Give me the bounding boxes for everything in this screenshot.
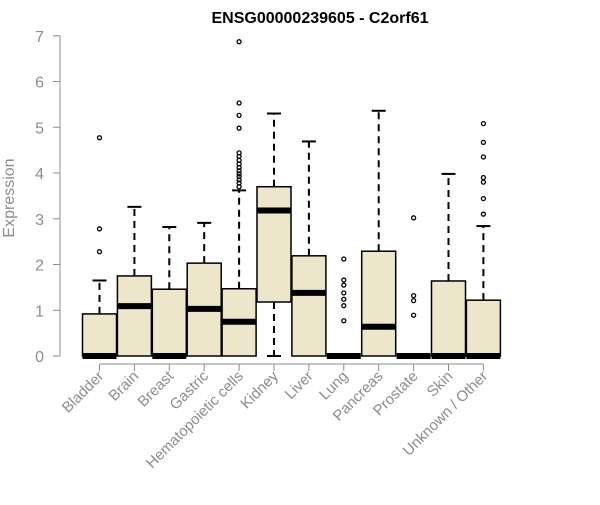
outlier-point — [236, 180, 242, 186]
outlier-point — [480, 174, 487, 181]
outlier-point — [480, 195, 487, 202]
outlier-point — [341, 290, 347, 296]
outlier-point — [236, 168, 242, 174]
outlier-point — [341, 282, 347, 288]
box-group — [256, 112, 292, 357]
box-iqr — [81, 313, 118, 357]
box-iqr — [465, 299, 502, 357]
x-tick-label: Kidney — [237, 367, 282, 412]
outlier-point — [480, 120, 487, 127]
box-group — [186, 221, 222, 357]
y-tick-label: 4 — [35, 166, 44, 183]
box-group — [360, 109, 397, 357]
box-iqr — [360, 250, 397, 357]
outlier-point — [410, 297, 417, 304]
outlier-point — [96, 226, 103, 232]
box-iqr — [151, 288, 188, 357]
box-group — [465, 120, 502, 359]
outlier-point — [236, 150, 242, 156]
outlier-point — [236, 100, 242, 106]
y-tick-label: 7 — [35, 29, 44, 46]
x-tick-label: Liver — [282, 368, 317, 403]
y-tick-label: 3 — [35, 212, 44, 229]
outlier-point — [341, 303, 347, 309]
y-tick-label: 1 — [35, 303, 44, 320]
box-group — [81, 135, 118, 359]
outlier-point — [341, 296, 347, 302]
y-tick-label: 2 — [35, 258, 44, 275]
y-tick-label: 6 — [35, 75, 44, 92]
outlier-point — [96, 249, 103, 255]
chart-title: ENSG00000239605 - C2orf61 — [211, 10, 428, 27]
outlier-point — [410, 215, 417, 221]
box-group — [291, 140, 327, 357]
outlier-point — [341, 277, 347, 283]
outlier-point — [236, 174, 242, 180]
outlier-point — [236, 171, 242, 177]
box-iqr — [116, 275, 153, 357]
box-iqr — [291, 255, 327, 357]
box-group — [116, 205, 153, 357]
box-group — [151, 225, 188, 359]
y-tick-label: 5 — [35, 120, 44, 137]
outlier-point — [480, 211, 487, 217]
outlier-point — [480, 139, 487, 145]
outlier-point — [236, 112, 242, 119]
x-tick-label: Bladder — [59, 368, 108, 417]
outlier-point — [341, 318, 347, 324]
box-iqr — [430, 280, 467, 357]
box-iqr — [256, 185, 292, 303]
box-group — [430, 172, 467, 359]
outlier-point — [480, 154, 487, 160]
outlier-point — [480, 179, 487, 185]
box-group — [326, 256, 361, 359]
outlier-point — [236, 125, 242, 131]
outlier-point — [236, 177, 242, 183]
box-group — [396, 215, 431, 359]
outlier-point — [96, 135, 103, 141]
outlier-point — [341, 256, 347, 262]
outlier-point — [410, 292, 417, 299]
y-tick-label: 0 — [35, 349, 44, 366]
plot-area — [81, 39, 502, 359]
y-axis: 0 1 2 3 4 5 6 7 — [35, 29, 61, 366]
outlier-point — [410, 312, 417, 318]
y-axis-label: Expression — [1, 158, 18, 237]
outlier-point — [236, 39, 242, 45]
box-group — [221, 39, 257, 357]
